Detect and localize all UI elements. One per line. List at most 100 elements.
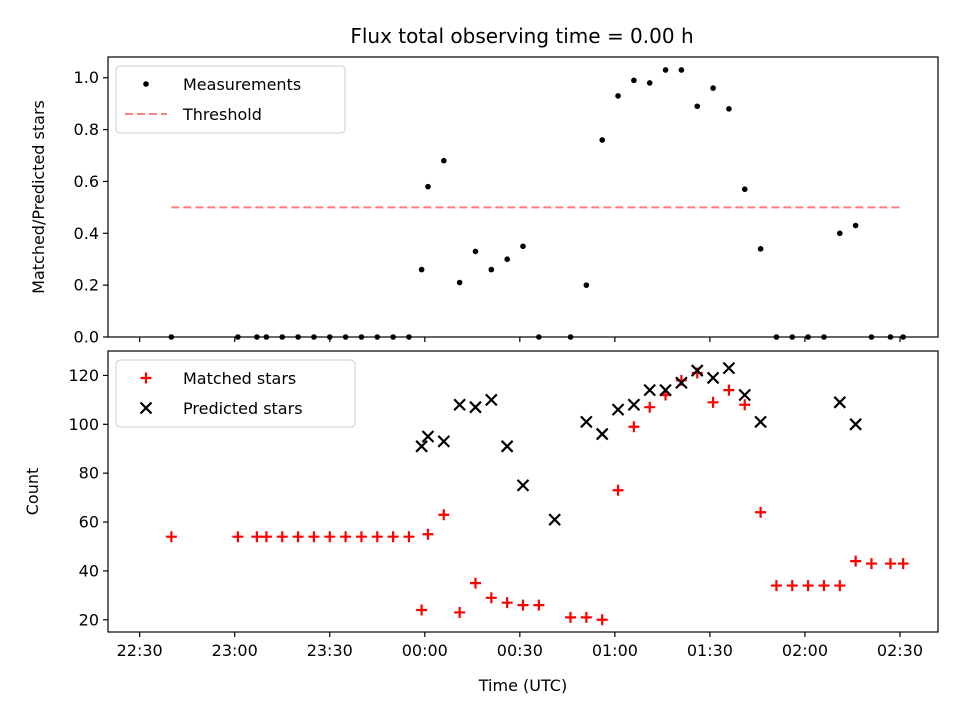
data-point [415,440,428,453]
data-point [387,531,399,543]
data-point [802,580,814,592]
data-point [741,186,748,193]
y-tick-label: 0.6 [74,172,99,191]
data-point [884,558,896,570]
data-point [421,430,435,443]
data-point [646,80,653,86]
data-point [520,243,526,250]
chart-title: Flux total observing time = 0.00 h [350,24,693,48]
y-tick-label: 0.8 [74,120,99,139]
data-point [599,137,605,143]
bottom-panel: 22:30 23:00 23:30 00:00 00:30 01:00 01:30 02:00… [23,350,939,695]
data-point [678,67,685,73]
legend-swatch [140,372,152,384]
data-point [818,580,830,592]
y-tick-label: 0.4 [74,224,99,243]
data-point [416,604,428,616]
data-point [707,396,719,408]
legend-swatch [143,81,149,87]
legend: Measurements Threshold [115,65,346,134]
legend-label: Threshold [182,105,262,124]
data-point [454,606,466,618]
data-point [403,531,415,543]
data-point [453,398,466,412]
data-point [754,415,767,429]
data-point [836,230,843,237]
data-point [418,266,425,273]
y-tick-label: 120 [68,366,99,385]
data-point [770,580,782,592]
data-point [251,531,263,543]
data-point [694,103,701,110]
y-tick-label: 0.2 [74,276,99,295]
y-tick-label: 60 [79,513,99,532]
series-predicted-stars [415,361,862,526]
x-tick-label: 01:30 [687,641,733,660]
data-point [422,528,434,540]
legend-label: Matched stars [183,369,296,388]
data-point [662,67,669,73]
data-point [165,531,177,543]
legend-box [115,65,346,134]
x-tick-label: 23:00 [212,641,258,660]
y-axis-label: Count [23,468,42,516]
x-tick-label: 02:30 [877,641,923,660]
data-point [472,248,479,255]
data-point [500,440,514,453]
data-point [757,246,764,252]
data-point [595,427,609,441]
data-point [897,558,909,570]
data-point [644,401,656,413]
data-point [355,531,367,543]
data-point [425,183,431,190]
data-point [340,531,352,543]
y-tick-label: 20 [79,610,99,629]
data-point [755,506,767,518]
legend-label: Predicted stars [183,399,303,418]
data-point [850,555,862,567]
data-point [710,85,716,91]
data-point [739,399,751,411]
data-point [308,531,320,543]
data-point [324,531,336,543]
data-point [276,531,288,543]
x-tick-label: 01:00 [592,641,638,660]
data-point [533,599,545,611]
data-point [232,531,244,543]
data-point [580,611,592,623]
data-point [706,371,720,385]
x-tick-label: 02:00 [782,641,828,660]
data-point [834,580,846,592]
y-tick-label: 0.0 [74,328,99,347]
data-point [260,531,272,543]
data-point [643,383,656,397]
data-point [726,106,732,112]
data-point [612,484,624,496]
data-point [485,592,497,604]
data-point [631,77,637,84]
data-point [548,513,561,526]
y-tick-label: 100 [68,415,99,434]
data-point [596,614,608,626]
data-point [611,403,625,416]
y-axis-label: Matched/Predicted stars [29,100,48,294]
y-tick-label: 1.0 [74,68,99,87]
data-point [675,376,688,390]
data-point [292,531,304,543]
data-point [516,479,530,492]
x-axis-label: Time (UTC) [478,676,567,695]
x-tick-label: 00:00 [402,641,448,660]
data-point [456,279,463,286]
data-point [786,580,798,592]
legend-swatch [139,401,153,415]
axes-frame [107,56,939,338]
data-point [723,384,735,396]
data-point [469,400,482,414]
y-tick-label: 80 [79,464,99,483]
data-point [504,256,510,263]
x-tick-label: 00:30 [497,641,543,660]
data-point [583,282,590,288]
data-point [441,157,447,164]
data-point [488,266,495,273]
